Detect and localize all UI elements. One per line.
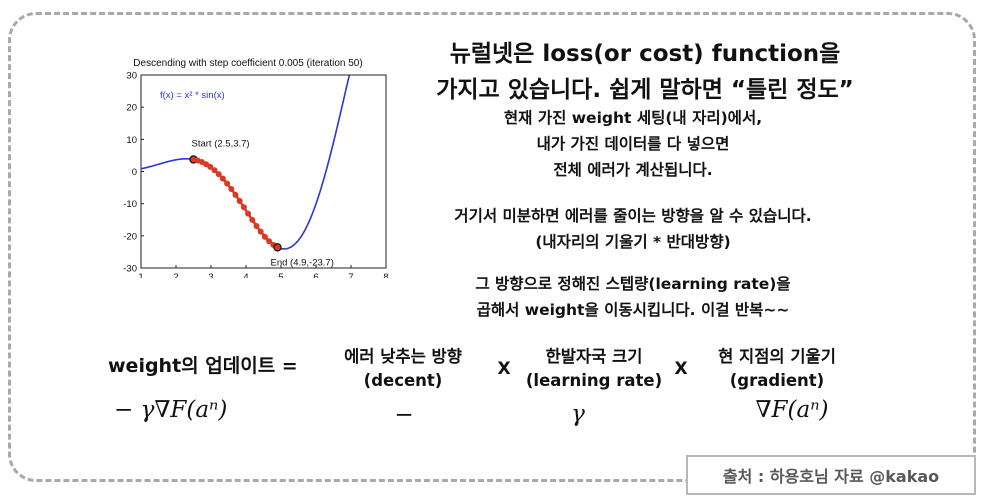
y-tick-label: -20 [123, 231, 137, 242]
paragraph-2-line-2: (내자리의 기울기 * 반대방향) [535, 233, 731, 251]
start-annotation: Start (2.5,3.7) [192, 139, 250, 150]
chart-title: Descending with step coefficient 0.005 (… [133, 58, 362, 69]
descent-point [266, 238, 273, 245]
paragraph-1-line-3: 전체 에러가 계산됩니다. [553, 161, 713, 179]
descent-point [257, 228, 264, 235]
x-tick-label: 7 [348, 272, 353, 278]
descent-point [215, 171, 222, 178]
paragraph-1-line-1: 현재 가진 weight 세팅(내 자리)에서, [503, 109, 763, 127]
descent-point [245, 210, 252, 217]
x-tick-label: 3 [208, 272, 213, 278]
end-annotation: End (4.9,-23.7) [271, 258, 334, 269]
x-tick-label: 8 [383, 272, 388, 278]
update-label: weight의 업데이트 = [108, 355, 298, 377]
multiply-sign-1: X [497, 359, 511, 379]
descent-point [228, 186, 235, 193]
paragraph-3-line-1: 그 방향으로 정해진 스텝량(learning rate)을 [475, 275, 791, 293]
term1-english: (decent) [363, 371, 443, 390]
descent-points [189, 155, 282, 252]
gradient-descent-plot: Descending with step coefficient 0.005 (… [123, 58, 389, 278]
descent-point [224, 180, 231, 187]
gradient-formula: ∇F(aⁿ) [755, 397, 829, 423]
x-tick-label: 5 [278, 272, 283, 278]
y-tick-label: -10 [123, 199, 137, 210]
legend-label: f(x) = x² * sin(x) [160, 90, 225, 101]
term3-label: 현 지점의 기울기 [718, 347, 836, 366]
y-tick-label: 0 [132, 167, 137, 178]
x-tick-label: 4 [243, 272, 248, 278]
term3-english: (gradient) [729, 371, 825, 390]
multiply-sign-2: X [674, 359, 688, 379]
term1-label: 에러 낮추는 방향 [344, 347, 462, 366]
x-tick-label: 2 [173, 272, 178, 278]
y-tick-label: 10 [126, 135, 137, 146]
paragraph-1-line-2: 내가 가진 데이터를 다 넣으면 [536, 135, 730, 153]
descent-point [240, 204, 247, 211]
heading-line-1: 뉴럴넷은 loss(or cost) function을 [449, 41, 841, 67]
descent-point [232, 191, 239, 198]
x-tick-label: 1 [138, 272, 143, 278]
descent-point [211, 167, 218, 174]
end-point [273, 243, 282, 252]
term2-label: 한발자국 크기 [545, 347, 643, 366]
descent-point [236, 197, 243, 204]
credit-text: 출처 : 하용호님 자료 @kakao [722, 467, 940, 486]
heading-line-2: 가지고 있습니다. 쉽게 말하면 “틀린 정도” [436, 77, 854, 103]
paragraph-3-line-2: 곱해서 weight을 이동시킵니다. 이걸 반복~~ [476, 301, 790, 319]
x-tick-label: 6 [313, 272, 318, 278]
y-tick-label: -30 [123, 264, 137, 275]
x-axis-ticks: 1 2 3 4 5 6 7 8 [138, 265, 389, 278]
y-tick-label: 20 [126, 103, 137, 114]
descent-point [249, 216, 256, 223]
descent-point [261, 233, 268, 240]
paragraph-2-line-1: 거기서 미분하면 에러를 줄이는 방향을 알 수 있습니다. [454, 207, 812, 225]
descent-point [253, 222, 260, 229]
slide-border [8, 12, 976, 482]
y-tick-label: 30 [126, 71, 137, 82]
minus-formula: − [394, 402, 414, 428]
descent-point [207, 163, 214, 170]
term2-english: (learning rate) [525, 371, 663, 390]
credit-box: 출처 : 하용호님 자료 @kakao [686, 455, 976, 495]
gamma-formula: γ [571, 401, 585, 427]
full-update-formula: − γ∇F(aⁿ) [114, 397, 228, 423]
y-axis-ticks: -30 -20 -10 0 10 20 30 [123, 71, 144, 275]
descent-point [219, 175, 226, 182]
